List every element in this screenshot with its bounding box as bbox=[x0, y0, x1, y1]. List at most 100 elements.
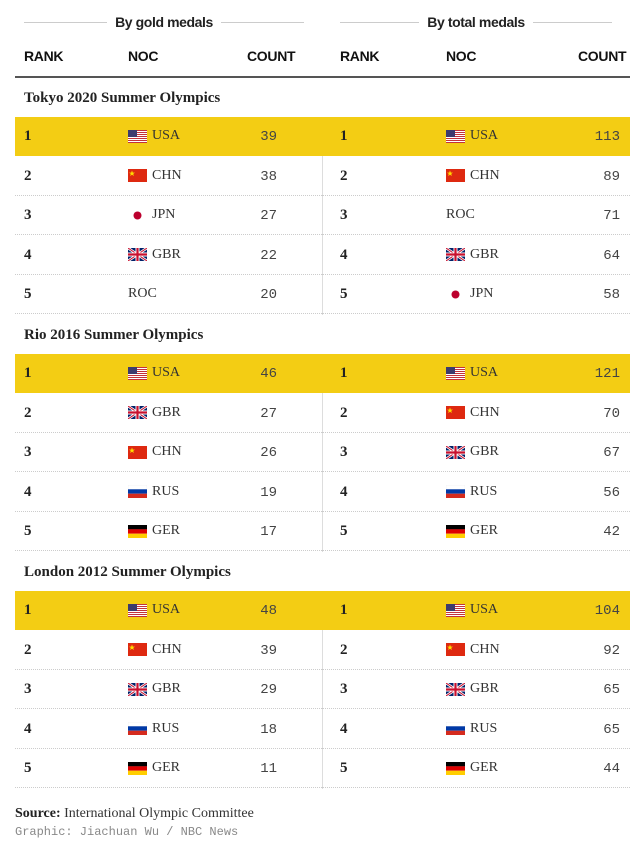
noc-code: CHN bbox=[152, 444, 182, 460]
rank-cell: 4 bbox=[340, 720, 348, 737]
table-row-gold: 5 GER 17 bbox=[15, 512, 322, 552]
noc-code: CHN bbox=[470, 641, 500, 657]
table-row-total: 1 USA 121 bbox=[322, 354, 630, 393]
us-flag-icon bbox=[446, 603, 465, 617]
table-row-total: 1 USA 104 bbox=[322, 591, 630, 630]
rank-cell: 4 bbox=[340, 246, 348, 263]
rank-cell: 5 bbox=[340, 286, 348, 303]
noc-cell: CHN bbox=[128, 642, 182, 658]
china-flag-icon bbox=[128, 169, 147, 183]
noc-cell: RUS bbox=[445, 720, 498, 737]
germany-flag-icon bbox=[446, 761, 465, 775]
table-row-total: 3 GBR 65 bbox=[322, 670, 630, 710]
rank-cell: 5 bbox=[24, 286, 32, 303]
table-row-total: 5 GER 44 bbox=[322, 749, 630, 789]
noc-cell: GBR bbox=[127, 681, 181, 697]
count-cell: 26 bbox=[260, 445, 277, 462]
noc-cell: JPN bbox=[446, 286, 493, 302]
count-cell: 113 bbox=[594, 129, 620, 145]
noc-code: RUS bbox=[470, 720, 498, 736]
count-cell: 19 bbox=[260, 484, 277, 501]
rank-cell: 2 bbox=[340, 167, 348, 184]
noc-code: CHN bbox=[470, 404, 500, 420]
noc-cell: USA bbox=[446, 128, 498, 144]
count-cell: 27 bbox=[260, 208, 277, 225]
rank-cell: 5 bbox=[24, 760, 32, 777]
table-row-total: 4 GBR 64 bbox=[322, 236, 630, 275]
noc-code: USA bbox=[152, 365, 181, 380]
noc-code: JPN bbox=[470, 286, 494, 302]
count-cell: 18 bbox=[260, 721, 277, 738]
count-cell: 17 bbox=[260, 524, 277, 541]
rank-cell: 4 bbox=[24, 483, 32, 500]
china-flag-icon bbox=[128, 643, 147, 657]
table-row-gold: 2 CHN 38 bbox=[15, 157, 322, 196]
noc-code: CHN bbox=[152, 641, 182, 657]
rank-cell: 3 bbox=[340, 444, 348, 461]
noc-cell: USA bbox=[446, 365, 498, 381]
russia-flag-icon bbox=[445, 722, 466, 736]
rank-cell: 1 bbox=[24, 365, 32, 381]
col-header-count: COUNT bbox=[247, 48, 296, 64]
table-row-gold: 3 GBR 29 bbox=[15, 670, 322, 710]
noc-cell: CHN bbox=[446, 642, 500, 658]
uk-flag-icon bbox=[445, 247, 466, 263]
noc-cell: GER bbox=[446, 523, 498, 539]
rank-cell: 3 bbox=[24, 207, 32, 224]
uk-flag-icon bbox=[445, 444, 466, 460]
column-divider bbox=[322, 117, 323, 315]
noc-cell: RUS bbox=[127, 720, 180, 737]
noc-cell: GBR bbox=[445, 444, 499, 460]
count-cell: 22 bbox=[260, 247, 277, 264]
noc-code: USA bbox=[470, 365, 499, 380]
col-header-rank: RANK bbox=[340, 48, 380, 64]
count-cell: 65 bbox=[603, 721, 620, 738]
noc-code: GBR bbox=[470, 444, 499, 460]
rank-cell: 1 bbox=[340, 602, 348, 618]
us-flag-icon bbox=[128, 366, 147, 380]
germany-flag-icon bbox=[128, 761, 147, 775]
table-row-gold: 2 GBR 27 bbox=[15, 394, 322, 433]
noc-code: GER bbox=[470, 760, 498, 776]
count-cell: 29 bbox=[260, 682, 277, 699]
group-header-gold: By gold medals bbox=[24, 12, 304, 32]
table-row-total: 3 GBR 67 bbox=[322, 433, 630, 473]
noc-code: CHN bbox=[470, 167, 500, 183]
rank-cell: 1 bbox=[24, 128, 32, 144]
count-cell: 39 bbox=[260, 129, 277, 145]
germany-flag-icon bbox=[446, 524, 465, 538]
rank-cell: 2 bbox=[340, 404, 348, 421]
noc-cell: RUS bbox=[127, 484, 179, 500]
china-flag-icon bbox=[446, 643, 465, 657]
noc-cell: CHN bbox=[446, 405, 500, 421]
noc-code: RUS bbox=[152, 720, 180, 736]
noc-code: GBR bbox=[470, 246, 499, 262]
rank-cell: 2 bbox=[340, 641, 348, 658]
noc-code: GER bbox=[470, 523, 498, 539]
count-cell: 42 bbox=[603, 524, 620, 541]
count-cell: 89 bbox=[603, 168, 620, 185]
noc-cell: GER bbox=[446, 760, 498, 776]
rank-cell: 4 bbox=[24, 246, 32, 263]
section-title: Rio 2016 Summer Olympics bbox=[24, 327, 204, 343]
rank-cell: 1 bbox=[340, 365, 348, 381]
noc-code: GBR bbox=[152, 246, 181, 262]
rank-cell: 5 bbox=[24, 523, 32, 540]
col-header-count: COUNT bbox=[578, 48, 627, 64]
source-note: Source: International Olympic Committee bbox=[15, 806, 254, 822]
rank-cell: 3 bbox=[340, 207, 348, 224]
count-cell: 64 bbox=[603, 247, 620, 264]
count-cell: 121 bbox=[594, 366, 620, 382]
noc-cell: ROC bbox=[446, 207, 475, 223]
noc-code: ROC bbox=[128, 286, 157, 302]
noc-cell: GBR bbox=[445, 681, 499, 697]
table-row-total: 2 CHN 70 bbox=[322, 394, 630, 433]
table-row-gold: 4 GBR 22 bbox=[15, 236, 322, 275]
rank-cell: 2 bbox=[24, 404, 32, 421]
noc-cell: GBR bbox=[127, 246, 181, 263]
noc-code: USA bbox=[470, 128, 499, 143]
table-row-gold: 4 RUS 18 bbox=[15, 710, 322, 749]
noc-cell: GBR bbox=[127, 405, 181, 421]
noc-code: ROC bbox=[446, 207, 475, 223]
source-label: Source: bbox=[15, 806, 61, 821]
